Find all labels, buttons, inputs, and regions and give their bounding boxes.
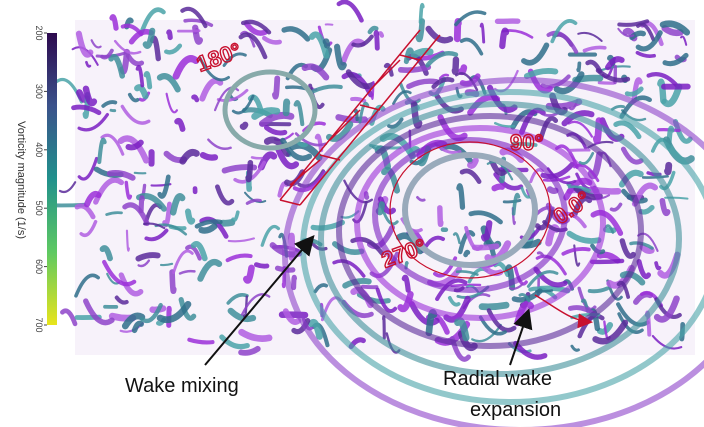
vortex-tube bbox=[223, 222, 232, 223]
vortex-tube bbox=[668, 165, 669, 172]
vortex-tube bbox=[286, 102, 287, 113]
colorbar-tick-label: 700 bbox=[34, 317, 44, 332]
vortex-tube bbox=[194, 97, 197, 100]
vortex-tube bbox=[466, 252, 468, 255]
vortex-tube bbox=[172, 272, 174, 291]
annotation: Radial wake bbox=[443, 368, 552, 390]
annotation: expansion bbox=[470, 399, 561, 421]
vorticity-field bbox=[54, 2, 704, 427]
vortex-tube bbox=[455, 60, 456, 72]
vortex-tube bbox=[482, 305, 506, 307]
vortex-tube bbox=[475, 246, 497, 247]
vortex-tube bbox=[275, 78, 277, 96]
colorbar-label: Vorticity magnitude (1/s) bbox=[15, 121, 27, 239]
colorbar-tick-label: 500 bbox=[34, 201, 44, 216]
vortex-tube bbox=[326, 41, 327, 45]
vortex-tube bbox=[461, 68, 464, 72]
vortex-tube bbox=[401, 67, 429, 70]
vortex-tube bbox=[536, 291, 552, 292]
vortex-tube bbox=[451, 285, 480, 286]
vortex-tube bbox=[599, 83, 613, 84]
vortex-tube bbox=[62, 311, 75, 324]
vortex-tube bbox=[376, 33, 377, 49]
vortex-tube bbox=[414, 51, 430, 55]
vortex-tube bbox=[161, 264, 172, 265]
vortex-tube bbox=[294, 277, 295, 287]
vortex-tube bbox=[203, 155, 215, 158]
vortex-tube bbox=[550, 189, 555, 191]
vortex-tube bbox=[248, 163, 250, 180]
vortex-tube bbox=[60, 182, 75, 192]
vortex-tube bbox=[252, 157, 261, 158]
colorbar-tick-label: 400 bbox=[34, 142, 44, 157]
vortex-tube bbox=[504, 200, 520, 202]
colorbar-tick-label: 600 bbox=[34, 259, 44, 274]
vortex-tube bbox=[138, 255, 157, 259]
vortex-tube bbox=[380, 33, 382, 36]
figure: 180° 90° 270° 0.0° 200300400500600700 Vo… bbox=[0, 0, 704, 427]
vortex-tube bbox=[339, 2, 362, 20]
vortex-tube bbox=[256, 265, 267, 267]
vortex-tube bbox=[440, 208, 441, 224]
annotation: Wake mixing bbox=[125, 375, 239, 397]
vortex-tube bbox=[379, 205, 381, 212]
colorbar-tick-label: 200 bbox=[34, 25, 44, 40]
vortex-tube bbox=[384, 317, 385, 338]
vortex-tube bbox=[592, 261, 622, 262]
colorbar-tick-label: 300 bbox=[34, 84, 44, 99]
vortex-tube bbox=[243, 125, 245, 127]
colorbar-ticks: 200 300 400 500 600 700 bbox=[34, 25, 47, 332]
colorbar bbox=[47, 33, 57, 325]
vortex-tube bbox=[169, 32, 170, 38]
vortex-tube bbox=[578, 63, 579, 70]
vortex-tube bbox=[366, 193, 367, 197]
angle-label: 90° bbox=[510, 130, 543, 155]
vortex-tube bbox=[502, 31, 506, 46]
vortex-tube bbox=[372, 82, 373, 99]
vortex-tube bbox=[494, 187, 502, 189]
